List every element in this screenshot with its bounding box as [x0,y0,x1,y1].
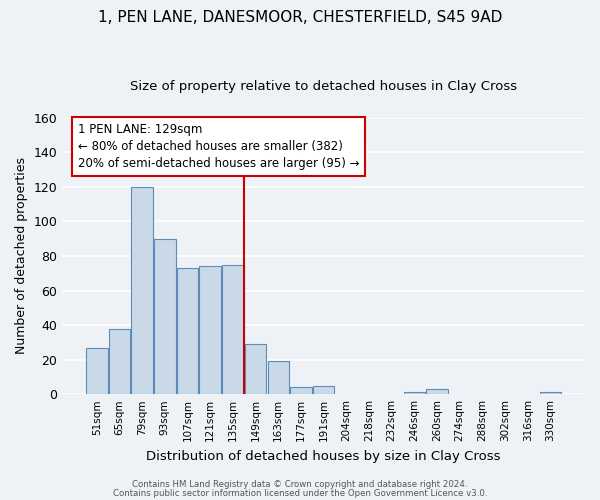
Bar [290,388,312,394]
Bar [245,344,266,394]
Text: Contains HM Land Registry data © Crown copyright and database right 2024.: Contains HM Land Registry data © Crown c… [132,480,468,489]
Title: Size of property relative to detached houses in Clay Cross: Size of property relative to detached ho… [130,80,517,93]
Y-axis label: Number of detached properties: Number of detached properties [15,158,28,354]
Bar [268,362,289,394]
Bar [154,238,176,394]
Bar [109,328,130,394]
Bar [199,266,221,394]
X-axis label: Distribution of detached houses by size in Clay Cross: Distribution of detached houses by size … [146,450,501,462]
Bar [313,386,334,394]
Text: 1, PEN LANE, DANESMOOR, CHESTERFIELD, S45 9AD: 1, PEN LANE, DANESMOOR, CHESTERFIELD, S4… [98,10,502,25]
Text: 1 PEN LANE: 129sqm
← 80% of detached houses are smaller (382)
20% of semi-detach: 1 PEN LANE: 129sqm ← 80% of detached hou… [78,124,359,170]
Bar [539,392,561,394]
Bar [86,348,107,394]
Bar [177,268,199,394]
Bar [222,264,244,394]
Bar [131,187,153,394]
Bar [404,392,425,394]
Bar [426,389,448,394]
Text: Contains public sector information licensed under the Open Government Licence v3: Contains public sector information licen… [113,488,487,498]
